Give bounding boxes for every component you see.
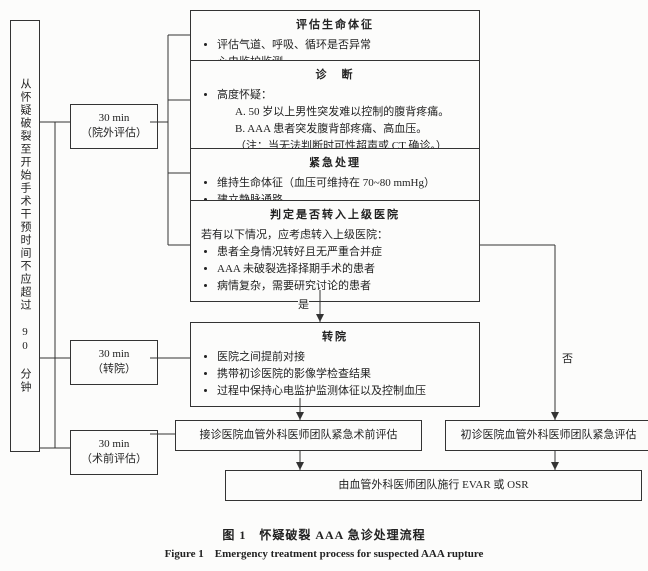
box-transfer: 转院 医院之间提前对接 携带初诊医院的影像学检查结果 过程中保持心电监护监测体征… [190, 322, 480, 407]
box-decide-transfer: 判定是否转入上级医院 若有以下情况，应考虑转入上级医院： 患者全身情况转好且无严… [190, 200, 480, 302]
box-text: 接诊医院血管外科医师团队紧急术前评估 [200, 429, 398, 441]
decision-no: 否 [562, 350, 573, 366]
box-title: 判定是否转入上级医院 [201, 207, 469, 224]
stage-label: （转院） [75, 362, 153, 377]
box-local-eval: 初诊医院血管外科医师团队紧急评估 [445, 420, 648, 451]
box-title: 诊 断 [201, 67, 469, 84]
decision-yes: 是 [298, 296, 309, 312]
box-title: 转院 [201, 329, 469, 346]
list-item: 病情复杂，需要研究讨论的患者 [217, 278, 469, 295]
caption-cn: 图 1 怀疑破裂 AAA 急诊处理流程 [10, 526, 638, 543]
diag-b: B. AAA 患者突发腹背部疼痛、高血压。 [201, 121, 469, 138]
stage-time: 30 min [75, 437, 153, 452]
stage-label: （术前评估） [75, 452, 153, 467]
diag-lead: 高度怀疑： [217, 87, 469, 104]
box-title: 紧急处理 [201, 155, 469, 172]
list-item: 携带初诊医院的影像学检查结果 [217, 366, 469, 383]
stage-transfer: 30 min （转院） [70, 340, 158, 385]
stage-prehospital: 30 min （院外评估） [70, 104, 158, 149]
list-item: 评估气道、呼吸、循环是否异常 [217, 37, 469, 54]
list-item: 医院之间提前对接 [217, 349, 469, 366]
overall-timebar: 从怀疑破裂至开始手术干预时间不应超过 90 分钟 [10, 20, 40, 452]
box-receiving-eval: 接诊医院血管外科医师团队紧急术前评估 [175, 420, 422, 451]
stage-time: 30 min [75, 347, 153, 362]
list-item: 患者全身情况转好且无严重合并症 [217, 244, 469, 261]
caption-en: Figure 1 Emergency treatment process for… [10, 545, 638, 561]
box-text: 由血管外科医师团队施行 EVAR 或 OSR [338, 479, 528, 491]
stage-label: （院外评估） [75, 126, 153, 141]
overall-timebar-text: 从怀疑破裂至开始手术干预时间不应超过 90 分钟 [17, 78, 33, 394]
decide-lead: 若有以下情况，应考虑转入上级医院： [201, 227, 469, 244]
stage-time: 30 min [75, 111, 153, 126]
box-title: 评估生命体征 [201, 17, 469, 34]
box-diagnosis: 诊 断 高度怀疑： A. 50 岁以上男性突发难以控制的腹背疼痛。 B. AAA… [190, 60, 480, 162]
stage-preop: 30 min （术前评估） [70, 430, 158, 475]
box-text: 初诊医院血管外科医师团队紧急评估 [461, 429, 637, 441]
figure-caption: 图 1 怀疑破裂 AAA 急诊处理流程 Figure 1 Emergency t… [10, 526, 638, 561]
list-item: AAA 未破裂选择择期手术的患者 [217, 261, 469, 278]
list-item: 过程中保持心电监护监测体征以及控制血压 [217, 383, 469, 400]
diag-a: A. 50 岁以上男性突发难以控制的腹背疼痛。 [201, 104, 469, 121]
box-operation: 由血管外科医师团队施行 EVAR 或 OSR [225, 470, 642, 501]
list-item: 维持生命体征（血压可维持在 70~80 mmHg） [217, 175, 469, 192]
